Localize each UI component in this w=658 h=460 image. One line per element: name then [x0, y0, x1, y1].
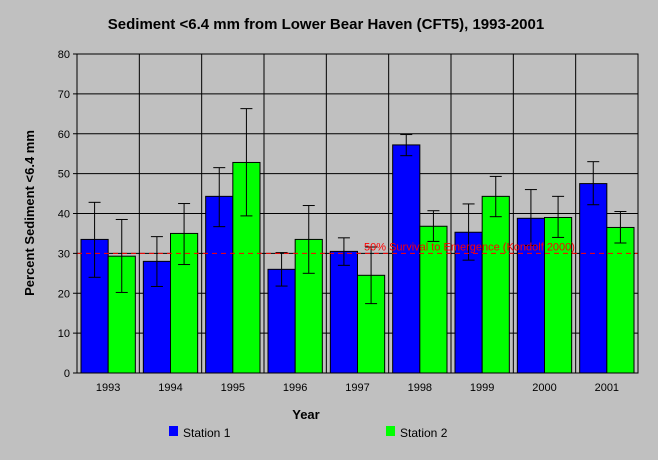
- bar-1-2001: [579, 183, 608, 374]
- x-tick-label-1996: 1996: [283, 382, 307, 394]
- error-bar-1-1995: [213, 167, 226, 228]
- bar-1-1998: [392, 144, 421, 374]
- error-bar-2-1994: [178, 203, 191, 266]
- x-axis-label: Year: [292, 407, 319, 422]
- y-tick-labels: 0 10 20 30 40 50 60 70 80: [58, 49, 77, 380]
- y-tick-label-50: 50: [58, 169, 70, 181]
- x-tick-label-1998: 1998: [408, 382, 432, 394]
- error-bar-2-2001: [614, 211, 627, 244]
- error-bar-1-1997: [337, 237, 350, 266]
- x-tick-label-1999: 1999: [470, 382, 494, 394]
- error-bar-1-1994: [150, 236, 163, 287]
- error-bar-1-2001: [587, 161, 600, 206]
- legend-label-2: Station 2: [400, 426, 448, 440]
- y-tick-label-40: 40: [58, 209, 70, 221]
- x-tick-labels: 1993 1994 1995 1996 1997 1998 1999 2000 2001: [96, 382, 619, 394]
- legend: Station 1 Station 2: [169, 426, 448, 440]
- x-tick-label-1993: 1993: [96, 382, 120, 394]
- error-bar-2-1996: [302, 205, 315, 274]
- legend-swatch-1: [169, 426, 178, 436]
- y-axis-label: Percent Sediment <6.4 mm: [22, 130, 37, 296]
- bar-1-1996: [267, 268, 296, 374]
- y-tick-label-80: 80: [58, 49, 70, 61]
- error-bar-2-1995: [240, 108, 253, 217]
- error-bar-2-2000: [552, 195, 565, 238]
- error-bars: [88, 108, 627, 305]
- y-tick-label-30: 30: [58, 248, 70, 260]
- legend-swatch-2: [386, 426, 395, 436]
- error-bar-1-2000: [524, 189, 537, 246]
- legend-label-1: Station 1: [183, 426, 231, 440]
- reference-line-label: 50% Survival to Emergence (Kondolf 2000): [364, 241, 575, 253]
- x-tick-label-1997: 1997: [345, 382, 369, 394]
- y-tick-label-20: 20: [58, 288, 70, 300]
- x-tick-label-1995: 1995: [221, 382, 245, 394]
- x-tick-label-1994: 1994: [158, 382, 182, 394]
- legend-item-1: Station 1: [169, 426, 231, 440]
- error-bar-2-1999: [489, 175, 502, 218]
- y-tick-label-0: 0: [64, 368, 70, 380]
- y-tick-label-10: 10: [58, 328, 70, 340]
- error-bar-1-1998: [400, 134, 413, 157]
- bar-2-1999: [481, 195, 510, 374]
- x-tick-label-2000: 2000: [532, 382, 556, 394]
- error-bar-1-1996: [275, 252, 288, 287]
- error-bar-2-1993: [115, 218, 128, 293]
- legend-item-2: Station 2: [386, 426, 448, 440]
- error-bar-1-1999: [462, 203, 475, 261]
- error-bar-2-1997: [365, 246, 378, 305]
- bar-2-2001: [606, 226, 635, 374]
- error-bar-1-1993: [88, 201, 101, 278]
- y-tick-label-60: 60: [58, 129, 70, 141]
- error-bar-2-1998: [427, 210, 440, 242]
- bar-2-2000: [544, 216, 573, 374]
- bar-1-1997: [329, 250, 359, 374]
- y-tick-label-70: 70: [58, 89, 70, 101]
- chart-title: Sediment <6.4 mm from Lower Bear Haven (…: [108, 16, 544, 33]
- x-tick-label-2001: 2001: [595, 382, 619, 394]
- reference-line-group: 50% Survival to Emergence (Kondolf 2000): [77, 241, 638, 254]
